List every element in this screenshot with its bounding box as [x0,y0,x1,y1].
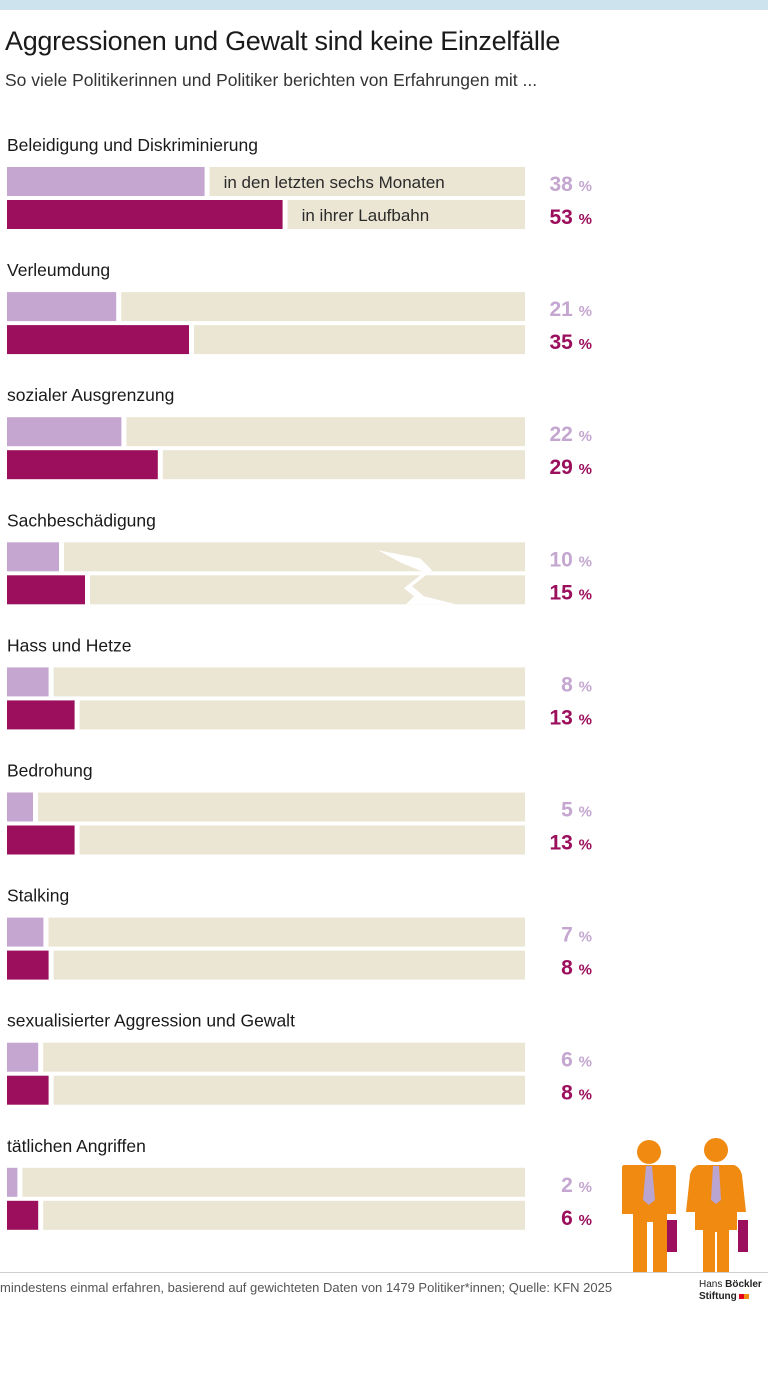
person-woman-bag [738,1220,748,1252]
value-label: 21 % [549,298,592,321]
bar-career [7,950,49,980]
bar-career [7,1200,39,1230]
footer-divider [0,1272,768,1273]
person-woman-body [686,1165,746,1272]
bar-six-months [7,667,49,697]
category-label: sozialer Ausgrenzung [7,385,174,405]
bar-track [162,450,526,480]
legend-label-career: in ihrer Laufbahn [302,206,430,225]
bar-track [79,700,525,730]
bar-track [121,292,525,322]
value-label: 6 % [561,1049,592,1072]
category-label: Stalking [7,886,69,906]
category-label: Sachbeschädigung [7,510,156,530]
logo-word-stiftung: Stiftung [699,1291,737,1302]
logo-word-boeckler: Böckler [725,1279,762,1290]
hans-boeckler-logo: Hans Böckler Stiftung [699,1279,762,1303]
person-woman-head [704,1138,728,1162]
bar-track [79,825,525,855]
bar-six-months [7,792,33,822]
bar-track [48,917,526,947]
value-label: 8 % [561,1082,592,1105]
category-label: Verleumdung [7,260,110,280]
bar-track [90,575,525,605]
legend-label-six-months: in den letzten sechs Monaten [224,173,445,192]
category-label: Hass und Hetze [7,635,132,655]
bar-track [53,1075,525,1105]
value-label: 8 % [561,673,592,696]
value-label: 13 % [549,706,592,729]
bar-career [7,325,189,355]
bar-track [53,667,525,697]
value-label: 5 % [561,799,592,822]
page-title: Aggressionen und Gewalt sind keine Einze… [5,26,561,56]
person-man-bag [667,1220,677,1252]
bar-career [7,700,75,730]
bar-career [7,1075,49,1105]
bar-track [43,1042,525,1072]
logo-color-bar [738,1293,749,1299]
bar-track [43,1200,525,1230]
value-label: 8 % [561,957,592,980]
category-label: Beleidigung und Diskriminierung [7,135,258,155]
category-label: sexualisierter Aggression und Gewalt [7,1011,295,1031]
value-label: 6 % [561,1207,592,1230]
value-label: 53 % [549,206,592,229]
bar-career [7,450,158,480]
bar-track [64,542,525,572]
crack-graphic [378,550,456,605]
person-woman-tie [711,1166,721,1204]
bar-track [126,417,526,447]
value-label: 22 % [549,423,592,446]
bar-track [22,1167,526,1197]
bar-six-months [7,1042,39,1072]
bar-career [7,825,75,855]
bar-six-months [7,292,117,322]
value-label: 38 % [549,173,592,196]
bar-track [38,792,525,822]
value-label: 10 % [549,548,592,571]
bar-career [7,575,85,605]
value-label: 35 % [549,331,592,354]
person-man-tie [643,1166,655,1205]
source-note: mindestens einmal erfahren, basierend au… [0,1280,613,1295]
top-accent-bar [0,0,768,10]
bar-six-months [7,417,122,447]
value-label: 29 % [549,456,592,479]
value-label: 2 % [561,1174,592,1197]
value-label: 13 % [549,832,592,855]
bar-track [194,325,525,355]
bar-track [209,167,525,196]
bar-six-months [7,167,205,196]
person-man-head [637,1140,661,1164]
bar-six-months [7,1167,18,1197]
bar-track [287,200,525,229]
category-label: Bedrohung [7,761,93,781]
bar-six-months [7,542,59,572]
value-label: 7 % [561,924,592,947]
bar-six-months [7,917,44,947]
bar-career [7,200,283,229]
category-label: tätlichen Angriffen [7,1136,146,1156]
person-man-body [622,1165,676,1272]
page-subtitle: So viele Politikerinnen und Politiker be… [5,70,538,90]
bar-track [53,950,525,980]
value-label: 15 % [549,581,592,604]
logo-word-hans: Hans [699,1279,723,1290]
